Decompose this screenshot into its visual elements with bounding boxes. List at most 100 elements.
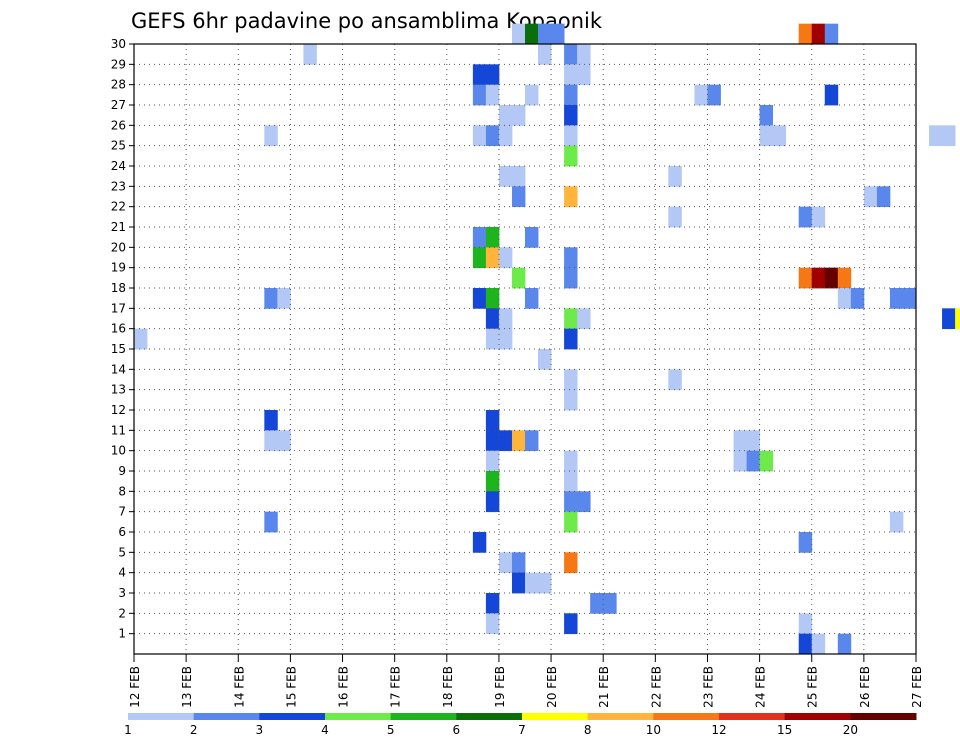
heatmap-cell (824, 23, 839, 45)
x-tick-label: 23 FEB (701, 666, 715, 708)
heatmap-cell (485, 613, 500, 635)
heatmap-cell (525, 84, 539, 106)
heatmap-cell (863, 186, 878, 208)
legend-swatch (850, 713, 917, 720)
heatmap-cell (564, 552, 578, 574)
heatmap-cell (837, 267, 852, 289)
heatmap-cell (511, 23, 526, 45)
heatmap-cell (538, 23, 552, 45)
heatmap-cell (485, 450, 500, 472)
heatmap-cell (733, 430, 747, 452)
y-tick-label: 12 (111, 403, 126, 417)
heatmap-cell (511, 267, 526, 289)
heatmap-cell (564, 125, 578, 147)
x-tick-label: 12 FEB (128, 666, 142, 708)
heatmap-cell (694, 84, 708, 106)
heatmap-cell (603, 593, 617, 614)
heatmap-cell (889, 288, 904, 309)
heatmap-cell (472, 532, 487, 553)
y-tick-label: 10 (111, 444, 126, 458)
x-tick-label: 27 FEB (910, 666, 924, 708)
x-tick-label: 22 FEB (649, 666, 663, 708)
legend-label: 3 (256, 723, 264, 737)
legend-label: 7 (518, 723, 526, 737)
heatmap-cell (472, 64, 487, 86)
heatmap-cell (264, 511, 278, 533)
heatmap-cell (668, 166, 682, 187)
legend-swatch (653, 713, 720, 720)
legend-swatch (259, 713, 326, 720)
heatmap-cell (264, 288, 278, 309)
heatmap-cell (485, 491, 500, 513)
heatmap-cell (498, 430, 513, 452)
y-tick-label: 9 (118, 464, 126, 478)
heatmap-cell (264, 125, 278, 147)
heatmap-cell (511, 186, 526, 208)
legend-swatch (193, 713, 260, 720)
heatmap-cell (824, 267, 839, 289)
heatmap-cell (511, 430, 526, 452)
heatmap-cell (485, 247, 500, 269)
x-tick-label: 17 FEB (389, 666, 403, 708)
heatmap-cell (472, 247, 487, 269)
heatmap-cell (264, 430, 278, 452)
heatmap-cell (590, 593, 604, 614)
heatmap-cell (485, 471, 500, 492)
heatmap-cell (498, 247, 513, 269)
y-tick-label: 28 (111, 78, 126, 92)
y-tick-label: 26 (111, 118, 126, 132)
heatmap-cell (564, 44, 578, 65)
x-tick-label: 26 FEB (858, 666, 872, 708)
heatmap-cell (264, 410, 278, 431)
heatmap-cell (564, 450, 578, 472)
heatmap-cell (551, 23, 565, 45)
heatmap-cell (746, 430, 760, 452)
y-tick-label: 22 (111, 200, 126, 214)
heatmap-cell (759, 450, 774, 472)
heatmap-cell (564, 186, 578, 208)
heatmap-cell (525, 572, 539, 594)
y-tick-label: 3 (118, 586, 126, 600)
heatmap-cell (798, 532, 813, 553)
legend-label: 15 (777, 723, 792, 737)
heatmap-cell (942, 308, 956, 330)
y-tick-label: 13 (111, 383, 126, 397)
y-tick-label: 11 (111, 423, 126, 437)
x-tick-label: 24 FEB (754, 666, 768, 708)
heatmap-cell (577, 491, 591, 513)
heatmap-cell (525, 227, 539, 248)
heatmap-cell (472, 84, 487, 106)
heatmap-cell (942, 125, 956, 147)
heatmap-cell (902, 288, 917, 309)
legend-label: 1 (124, 723, 132, 737)
heatmap-cell (668, 369, 682, 391)
y-tick-label: 30 (111, 37, 126, 51)
y-tick-label: 8 (118, 484, 126, 498)
heatmap-cell (277, 430, 291, 452)
legend-label: 10 (646, 723, 661, 737)
legend-swatch (587, 713, 654, 720)
heatmap-cell (564, 613, 578, 635)
legend-swatch (456, 713, 523, 720)
heatmap-cell (889, 511, 904, 533)
heatmap-cell (759, 125, 774, 147)
heatmap-cell (798, 633, 813, 655)
y-tick-label: 18 (111, 281, 126, 295)
heatmap-cell (472, 125, 487, 147)
heatmap-cell (485, 410, 500, 431)
heatmap-cell (485, 227, 500, 248)
heatmap-cell (525, 23, 539, 45)
heatmap-cell (564, 389, 578, 411)
legend-label: 2 (190, 723, 198, 737)
heatmap-cell (277, 288, 291, 309)
heatmap-cell (707, 84, 721, 106)
heatmap-cell (577, 64, 591, 86)
heatmap-cell (668, 206, 682, 228)
heatmap-cell (564, 145, 578, 167)
heatmap-cell (798, 23, 813, 45)
heatmap-cell (538, 349, 552, 370)
heatmap-cell (577, 308, 591, 330)
x-tick-label: 20 FEB (545, 666, 559, 708)
y-tick-label: 7 (118, 505, 126, 519)
heatmap-cell (577, 44, 591, 65)
